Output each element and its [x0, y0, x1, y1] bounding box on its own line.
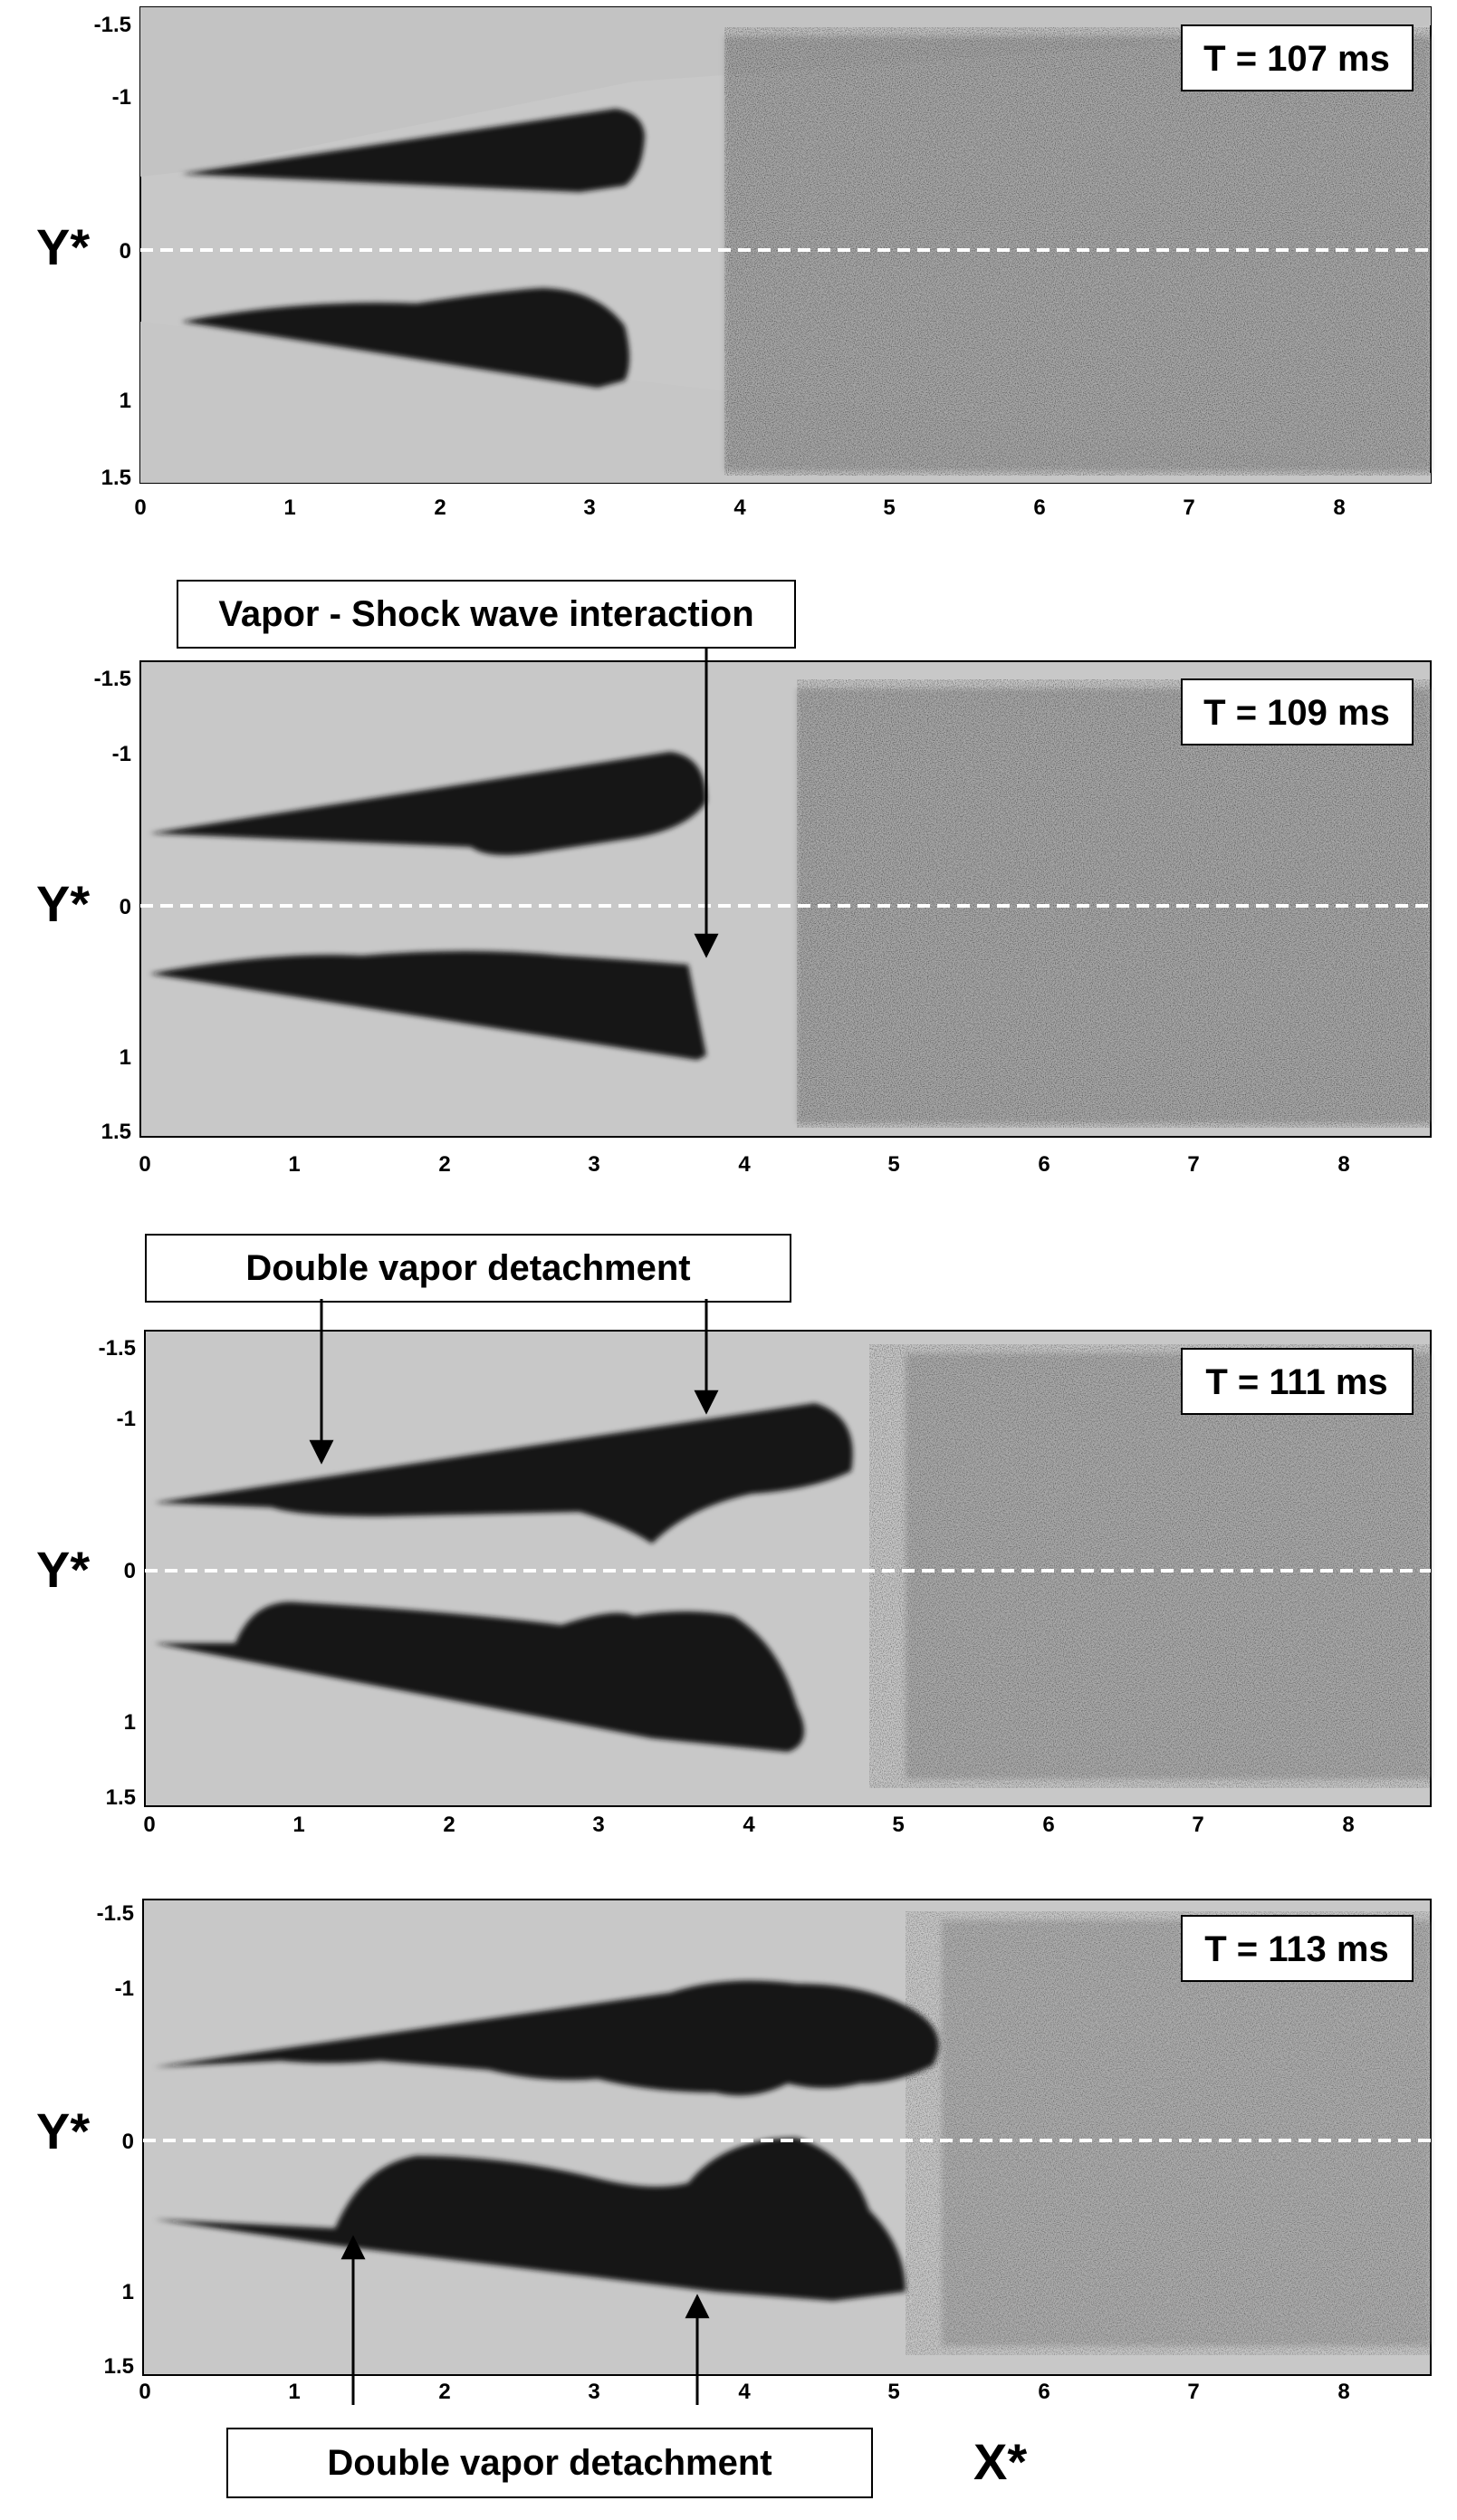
- y-tick-label: 1: [122, 2280, 134, 2304]
- x-tick-label: 8: [1337, 2380, 1349, 2404]
- y-tick-label: 1.5: [101, 466, 131, 490]
- y-axis-label: Y*: [36, 218, 91, 275]
- image-panel-4: T = 113 ms -1.5 -1 0 1 1.5 0 1 2 3 4 5 6…: [97, 1899, 1432, 2405]
- y-tick-label: 1.5: [104, 2354, 134, 2379]
- y-tick-label: 0: [120, 895, 131, 919]
- annotation-double-detachment-2: Double vapor detachment: [226, 2428, 873, 2498]
- time-label-box: T = 109 ms: [1181, 678, 1414, 745]
- image-panel-3: T = 111 ms -1.5 -1 0 1 1.5 0 1 2 3 4 5 6…: [99, 1299, 1432, 1833]
- y-tick-label: -1: [115, 1977, 134, 2001]
- x-tick-label: 5: [892, 1813, 904, 1833]
- x-axis: 0 1 2 3 4 5 6 7 8: [139, 2380, 1349, 2404]
- x-tick-label: 4: [738, 2380, 751, 2404]
- y-tick-label: 1.5: [101, 1120, 131, 1144]
- vapor-cavity-top: [154, 1403, 853, 1544]
- x-tick-label: 3: [583, 495, 595, 520]
- annotation-double-detachment-1: Double vapor detachment: [145, 1234, 791, 1303]
- image-panel-2: T = 109 ms -1.5 -1 0 1 1.5 0 1 2 3 4 5 6…: [94, 648, 1432, 1177]
- x-tick-label: 4: [738, 1152, 751, 1177]
- x-tick-label: 6: [1033, 495, 1045, 520]
- annotation-text: Vapor - Shock wave interaction: [218, 593, 754, 634]
- x-axis-label: X*: [973, 2433, 1028, 2490]
- y-axis-label: Y*: [36, 875, 91, 932]
- annotation-vapor-shock: Vapor - Shock wave interaction: [177, 580, 796, 649]
- y-tick-label: -1: [117, 1407, 136, 1431]
- y-axis: -1.5 -1 0 1 1.5: [99, 1336, 136, 1810]
- vapor-cavity-top: [154, 1980, 939, 2096]
- x-tick-label: 5: [887, 2380, 899, 2404]
- x-tick-label: 8: [1337, 1152, 1349, 1177]
- y-tick-label: -1.5: [99, 1336, 136, 1361]
- annotation-text: Double vapor detachment: [245, 1247, 691, 1288]
- x-tick-label: 6: [1038, 2380, 1050, 2404]
- x-tick-label: 2: [438, 1152, 450, 1177]
- y-axis-label: Y*: [36, 2102, 91, 2159]
- time-label: T = 107 ms: [1203, 39, 1390, 79]
- x-axis: 0 1 2 3 4 5 6 7 8: [139, 1152, 1349, 1177]
- grain-texture: [797, 679, 1431, 1128]
- time-label-box: T = 111 ms: [1181, 1348, 1414, 1415]
- y-axis: -1.5 -1 0 1 1.5: [94, 667, 131, 1144]
- y-tick-label: 1: [120, 389, 131, 413]
- vapor-cavity-top: [149, 752, 706, 855]
- time-label-box: T = 107 ms: [1181, 24, 1414, 91]
- x-tick-label: 4: [733, 495, 746, 520]
- x-tick-label: 4: [743, 1813, 755, 1833]
- x-tick-label: 1: [283, 495, 295, 520]
- y-tick-label: 0: [120, 239, 131, 264]
- x-tick-label: 1: [288, 2380, 300, 2404]
- x-tick-label: 1: [288, 1152, 300, 1177]
- y-tick-label: 1.5: [106, 1785, 136, 1810]
- time-label: T = 113 ms: [1204, 1929, 1388, 1969]
- vapor-cavity-bottom: [149, 951, 706, 1060]
- image-panel-1: T = 107 ms -1.5 -1 0 1 1.5 0 1 2 3 4 5 6…: [94, 6, 1432, 520]
- vapor-cavity-bottom: [154, 2138, 906, 2301]
- y-axis: -1.5 -1 0 1 1.5: [97, 1901, 134, 2379]
- x-tick-label: 2: [434, 495, 446, 520]
- annotation-text: Double vapor detachment: [327, 2442, 772, 2483]
- vapor-cavity-top: [181, 109, 645, 192]
- x-tick-label: 0: [143, 1813, 155, 1833]
- nozzle-wall-top: [140, 7, 1431, 177]
- y-axis: -1.5 -1 0 1 1.5: [94, 13, 131, 490]
- time-label-box: T = 113 ms: [1181, 1915, 1414, 1982]
- grain-texture: [906, 1911, 1431, 2355]
- vapor-cavity-bottom: [154, 1601, 804, 1752]
- x-tick-label: 0: [139, 2380, 150, 2404]
- x-tick-label: 2: [438, 2380, 450, 2404]
- x-tick-label: 3: [588, 2380, 599, 2404]
- x-tick-label: 7: [1192, 1813, 1203, 1833]
- x-tick-label: 8: [1333, 495, 1345, 520]
- x-tick-label: 0: [139, 1152, 150, 1177]
- y-axis-label: Y*: [36, 1541, 91, 1598]
- grain-texture: [869, 1344, 1431, 1788]
- x-tick-label: 3: [592, 1813, 604, 1833]
- y-tick-label: -1.5: [97, 1901, 134, 1926]
- x-tick-label: 1: [292, 1813, 304, 1833]
- x-tick-label: 7: [1187, 1152, 1199, 1177]
- vapor-cavity-bottom: [181, 288, 629, 388]
- y-tick-label: -1.5: [94, 667, 131, 691]
- x-tick-label: 3: [588, 1152, 599, 1177]
- time-label: T = 109 ms: [1203, 693, 1390, 733]
- y-tick-label: -1: [112, 85, 131, 110]
- x-tick-label: 5: [887, 1152, 899, 1177]
- x-tick-label: 0: [134, 495, 146, 520]
- y-tick-label: -1: [112, 742, 131, 766]
- y-tick-label: 0: [122, 2130, 134, 2154]
- x-axis: 0 1 2 3 4 5 6 7 8: [143, 1813, 1354, 1833]
- y-tick-label: -1.5: [94, 13, 131, 37]
- x-axis: 0 1 2 3 4 5 6 7 8: [134, 495, 1345, 520]
- x-tick-label: 7: [1187, 2380, 1199, 2404]
- x-tick-label: 5: [883, 495, 895, 520]
- x-tick-label: 6: [1038, 1152, 1050, 1177]
- x-tick-label: 7: [1183, 495, 1194, 520]
- x-tick-label: 6: [1042, 1813, 1054, 1833]
- x-tick-label: 2: [443, 1813, 455, 1833]
- y-tick-label: 0: [124, 1559, 136, 1583]
- x-tick-label: 8: [1342, 1813, 1354, 1833]
- y-tick-label: 1: [124, 1710, 136, 1735]
- time-label: T = 111 ms: [1205, 1362, 1387, 1402]
- y-tick-label: 1: [120, 1045, 131, 1070]
